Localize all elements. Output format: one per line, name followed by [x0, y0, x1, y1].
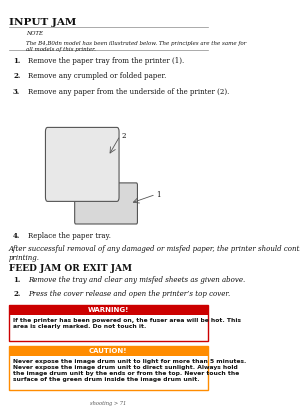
Text: 2.: 2.	[13, 290, 20, 298]
Text: Replace the paper tray.: Replace the paper tray.	[28, 232, 111, 240]
Text: If the printer has been powered on, the fuser area will be hot. This
area is cle: If the printer has been powered on, the …	[13, 318, 241, 329]
Text: CAUTION!: CAUTION!	[89, 348, 128, 354]
Text: Remove any paper from the underside of the printer (2).: Remove any paper from the underside of t…	[28, 88, 230, 96]
Text: 2: 2	[121, 132, 126, 140]
FancyBboxPatch shape	[46, 127, 119, 201]
Text: FEED JAM OR EXIT JAM: FEED JAM OR EXIT JAM	[9, 264, 132, 273]
Text: Remove the tray and clear any misfed sheets as given above.: Remove the tray and clear any misfed she…	[28, 276, 245, 284]
Text: Never expose the image drum unit to light for more than 5 minutes.
Never expose : Never expose the image drum unit to ligh…	[13, 359, 246, 382]
Text: WARNING!: WARNING!	[88, 307, 129, 313]
Text: 1: 1	[156, 191, 160, 199]
Text: The B4,B0dn model has been illustrated below. The principles are the same for
al: The B4,B0dn model has been illustrated b…	[26, 41, 246, 52]
Text: Press the cover release and open the printer’s top cover.: Press the cover release and open the pri…	[28, 290, 230, 298]
Text: 3.: 3.	[13, 88, 20, 96]
Text: shooting > 71: shooting > 71	[90, 401, 126, 406]
FancyBboxPatch shape	[9, 346, 208, 390]
Text: After successful removal of any damaged or misfed paper, the printer should cont: After successful removal of any damaged …	[9, 245, 300, 262]
FancyBboxPatch shape	[9, 305, 208, 341]
Text: 1.: 1.	[13, 276, 20, 284]
Text: NOTE: NOTE	[26, 31, 43, 36]
Text: Remove any crumpled or folded paper.: Remove any crumpled or folded paper.	[28, 72, 166, 80]
FancyBboxPatch shape	[9, 305, 208, 315]
Text: 4.: 4.	[13, 232, 20, 240]
FancyBboxPatch shape	[9, 346, 208, 356]
Text: Remove the paper tray from the printer (1).: Remove the paper tray from the printer (…	[28, 57, 184, 65]
Text: INPUT JAM: INPUT JAM	[9, 18, 76, 28]
FancyBboxPatch shape	[75, 183, 137, 224]
Text: 2.: 2.	[13, 72, 20, 80]
Text: 1.: 1.	[13, 57, 20, 65]
